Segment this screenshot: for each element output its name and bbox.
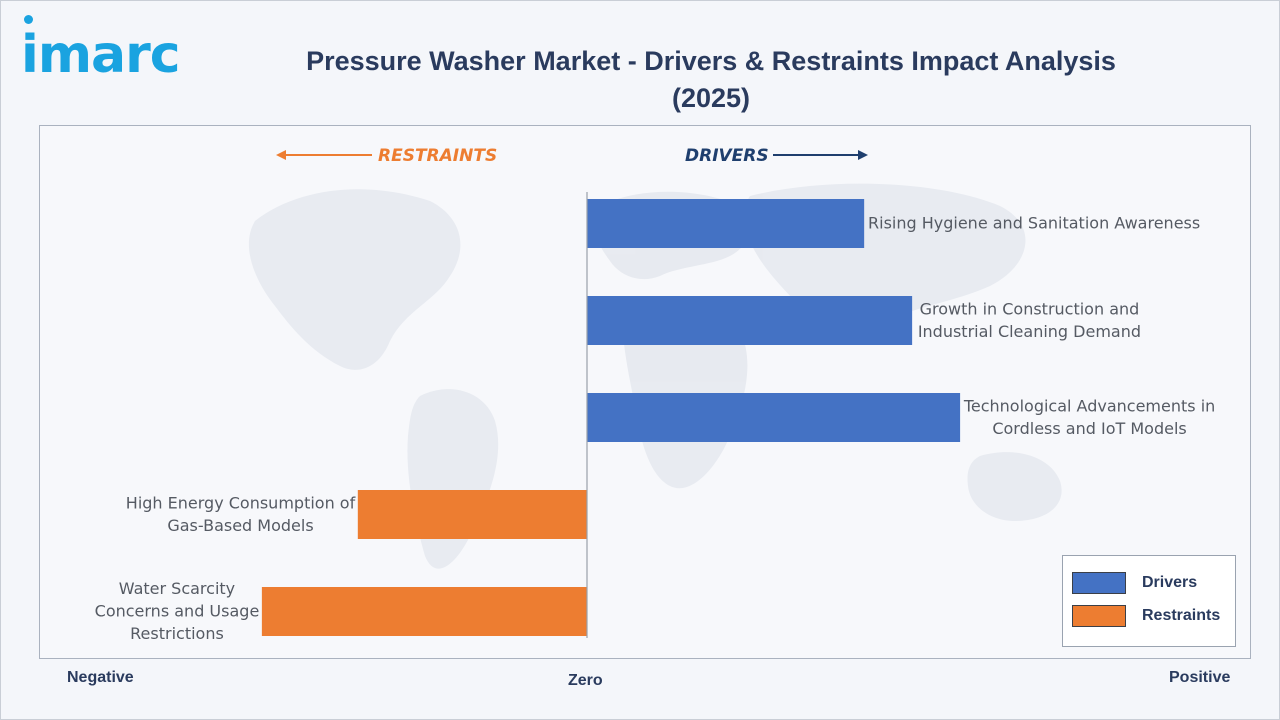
- negative-axis-label: Negative: [67, 669, 134, 686]
- bar-driver-2: [587, 393, 961, 442]
- restraints-header-label: RESTRAINTS: [378, 146, 497, 166]
- logo-dot: [24, 15, 33, 24]
- category-label-0: Rising Hygiene and Sanitation Awareness: [868, 214, 1200, 233]
- chart-title: Pressure Washer Market - Drivers & Restr…: [261, 43, 1161, 117]
- legend-item-restraints: Restraints: [1072, 605, 1220, 627]
- category-label-3: High Energy Consumption of Gas-Based Mode…: [126, 493, 356, 535]
- bar-restraint-3: [357, 490, 587, 539]
- category-label-2: Technological Advancements in Cordless an…: [963, 396, 1215, 438]
- legend-label-drivers: Drivers: [1142, 574, 1198, 591]
- plot-area: Rising Hygiene and Sanitation Awareness G…: [39, 125, 1251, 659]
- category-label-1-line-1: Industrial Cleaning Demand: [918, 322, 1141, 341]
- legend-swatch-restraints: [1072, 605, 1126, 627]
- category-label-1-line-0: Growth in Construction and: [920, 299, 1140, 318]
- category-label-2-line-0: Technological Advancements in: [963, 396, 1215, 415]
- imarc-logo: imarc: [21, 25, 181, 85]
- positive-axis-label: Positive: [1169, 669, 1231, 686]
- category-label-3-line-0: High Energy Consumption of: [126, 493, 356, 512]
- category-label-4-line-0: Water Scarcity: [119, 579, 235, 598]
- bars-layer: [261, 199, 961, 636]
- legend-swatch-drivers: [1072, 572, 1126, 594]
- chart-title-line-2: (2025): [671, 83, 751, 113]
- chart-title-line-1: Pressure Washer Market - Drivers & Restr…: [306, 46, 1116, 76]
- bar-driver-1: [587, 296, 913, 345]
- chart-legend: Drivers Restraints: [1062, 555, 1236, 647]
- category-label-4-line-1: Concerns and Usage: [95, 602, 260, 621]
- drivers-arrowhead-icon: [858, 150, 868, 160]
- bar-driver-0: [587, 199, 865, 248]
- category-label-4-line-2: Restrictions: [130, 624, 224, 643]
- restraints-header: RESTRAINTS: [276, 146, 497, 166]
- category-label-2-line-1: Cordless and IoT Models: [992, 419, 1186, 438]
- restraints-arrowhead-icon: [276, 150, 286, 160]
- category-label-4: Water Scarcity Concerns and Usage Restrict…: [95, 579, 260, 643]
- drivers-header-label: DRIVERS: [685, 146, 769, 166]
- legend-label-restraints: Restraints: [1142, 607, 1221, 624]
- drivers-header: DRIVERS: [685, 146, 868, 166]
- category-label-3-line-1: Gas-Based Models: [167, 516, 313, 535]
- legend-item-drivers: Drivers: [1072, 572, 1197, 594]
- labels-layer: Rising Hygiene and Sanitation Awareness G…: [95, 214, 1216, 644]
- bar-restraint-4: [261, 587, 587, 636]
- category-label-0-line-0: Rising Hygiene and Sanitation Awareness: [868, 214, 1200, 233]
- impact-bar-chart: Rising Hygiene and Sanitation Awareness G…: [95, 146, 1216, 644]
- zero-axis-label: Zero: [568, 672, 603, 689]
- category-label-1: Growth in Construction and Industrial Cle…: [918, 299, 1141, 341]
